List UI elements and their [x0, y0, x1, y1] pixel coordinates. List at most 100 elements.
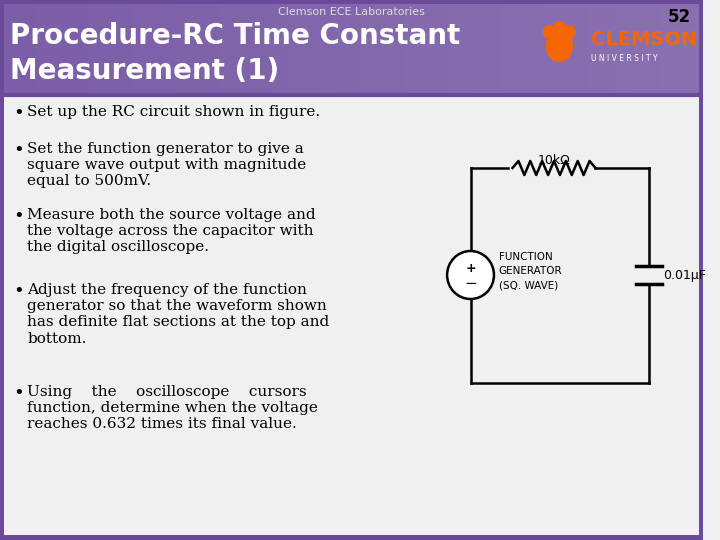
- Bar: [439, 0, 448, 95]
- Text: +: +: [465, 261, 476, 274]
- Bar: [571, 0, 580, 95]
- Bar: [501, 0, 510, 95]
- Bar: [598, 0, 606, 95]
- Bar: [176, 0, 184, 95]
- Circle shape: [562, 25, 576, 39]
- Bar: [527, 0, 536, 95]
- Bar: [299, 0, 307, 95]
- Bar: [71, 0, 79, 95]
- Bar: [61, 0, 71, 95]
- Bar: [360, 0, 369, 95]
- Bar: [492, 0, 501, 95]
- Bar: [114, 0, 123, 95]
- Bar: [642, 0, 650, 95]
- Bar: [694, 0, 703, 95]
- Text: •: •: [14, 105, 24, 123]
- Circle shape: [447, 251, 494, 299]
- Bar: [17, 0, 27, 95]
- Bar: [167, 0, 176, 95]
- Bar: [554, 0, 562, 95]
- Bar: [264, 0, 272, 95]
- Bar: [96, 0, 105, 95]
- Text: Set up the RC circuit shown in figure.: Set up the RC circuit shown in figure.: [27, 105, 320, 119]
- Bar: [281, 0, 290, 95]
- Ellipse shape: [546, 30, 573, 62]
- Bar: [413, 0, 422, 95]
- Bar: [404, 0, 413, 95]
- Text: Procedure-RC Time Constant: Procedure-RC Time Constant: [10, 22, 460, 50]
- Bar: [272, 0, 281, 95]
- Bar: [255, 0, 264, 95]
- Text: 0.01μF: 0.01μF: [663, 268, 706, 281]
- Bar: [27, 0, 35, 95]
- Text: •: •: [14, 208, 24, 226]
- Bar: [325, 0, 334, 95]
- Bar: [246, 0, 255, 95]
- Text: CLEMSON: CLEMSON: [590, 30, 697, 49]
- Bar: [193, 0, 202, 95]
- Bar: [518, 0, 527, 95]
- Text: Using    the    oscilloscope    cursors
function, determine when the voltage
rea: Using the oscilloscope cursors function,…: [27, 385, 318, 431]
- Bar: [123, 0, 132, 95]
- Bar: [316, 0, 325, 95]
- Bar: [202, 0, 211, 95]
- Bar: [351, 0, 360, 95]
- Bar: [378, 0, 387, 95]
- Bar: [650, 0, 659, 95]
- Bar: [140, 0, 149, 95]
- Bar: [0, 0, 703, 95]
- Text: −: −: [464, 276, 477, 292]
- Bar: [606, 0, 615, 95]
- Text: Adjust the frequency of the function
generator so that the waveform shown
has de: Adjust the frequency of the function gen…: [27, 283, 330, 346]
- Text: •: •: [14, 283, 24, 301]
- Bar: [334, 0, 343, 95]
- Text: Measurement (1): Measurement (1): [10, 57, 279, 85]
- Bar: [510, 0, 518, 95]
- Bar: [237, 0, 246, 95]
- Text: Clemson ECE Laboratories: Clemson ECE Laboratories: [278, 7, 425, 17]
- Bar: [431, 0, 439, 95]
- Bar: [395, 0, 404, 95]
- Bar: [369, 0, 378, 95]
- Bar: [9, 0, 17, 95]
- Bar: [211, 0, 220, 95]
- Text: FUNCTION
GENERATOR
(SQ. WAVE): FUNCTION GENERATOR (SQ. WAVE): [499, 252, 562, 290]
- Bar: [184, 0, 193, 95]
- Bar: [307, 0, 316, 95]
- Text: 52: 52: [668, 8, 691, 26]
- Bar: [132, 0, 140, 95]
- Bar: [580, 0, 589, 95]
- Bar: [422, 0, 431, 95]
- Bar: [35, 0, 44, 95]
- Bar: [79, 0, 88, 95]
- Circle shape: [552, 21, 566, 35]
- Bar: [105, 0, 114, 95]
- Bar: [624, 0, 633, 95]
- Bar: [457, 0, 466, 95]
- Bar: [685, 0, 694, 95]
- Bar: [343, 0, 351, 95]
- Bar: [220, 0, 228, 95]
- Bar: [659, 0, 667, 95]
- Bar: [387, 0, 395, 95]
- Circle shape: [543, 25, 557, 39]
- Text: Measure both the source voltage and
the voltage across the capacitor with
the di: Measure both the source voltage and the …: [27, 208, 316, 254]
- Bar: [474, 0, 483, 95]
- Bar: [589, 0, 598, 95]
- Bar: [483, 0, 492, 95]
- Bar: [88, 0, 96, 95]
- Text: •: •: [14, 142, 24, 160]
- Bar: [677, 0, 685, 95]
- Bar: [158, 0, 167, 95]
- Bar: [448, 0, 457, 95]
- Bar: [290, 0, 299, 95]
- Bar: [149, 0, 158, 95]
- Bar: [228, 0, 237, 95]
- Text: Set the function generator to give a
square wave output with magnitude
equal to : Set the function generator to give a squ…: [27, 142, 307, 188]
- Bar: [53, 0, 61, 95]
- Bar: [545, 0, 554, 95]
- Bar: [562, 0, 571, 95]
- Text: U N I V E R S I T Y: U N I V E R S I T Y: [590, 54, 657, 63]
- Text: 10kΩ: 10kΩ: [538, 154, 570, 167]
- Bar: [615, 0, 624, 95]
